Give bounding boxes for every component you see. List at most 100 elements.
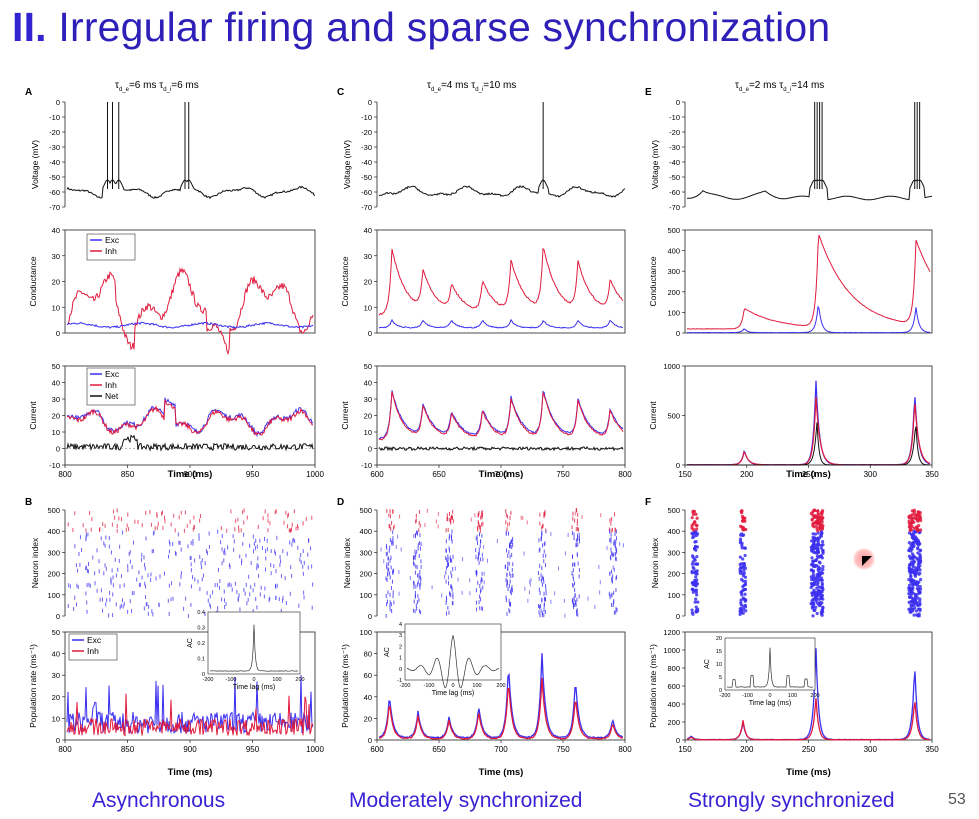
raster-spike bbox=[279, 563, 281, 568]
raster-spike bbox=[444, 574, 446, 579]
raster-spike bbox=[821, 567, 825, 572]
raster-spike bbox=[911, 607, 915, 611]
y-tick-label: 40 bbox=[364, 693, 372, 702]
raster-spike bbox=[554, 591, 556, 596]
y-tick-label: 20 bbox=[364, 714, 372, 723]
raster-spike bbox=[168, 583, 170, 588]
raster-spike bbox=[129, 550, 131, 555]
raster-spike bbox=[388, 567, 390, 572]
raster-spike bbox=[417, 594, 419, 599]
raster-spike bbox=[742, 562, 746, 566]
raster-spike bbox=[265, 567, 267, 572]
raster-spike bbox=[451, 601, 453, 606]
y-tick-label: 300 bbox=[667, 548, 680, 557]
raster-spike bbox=[190, 555, 192, 560]
raster-spike bbox=[576, 551, 578, 556]
raster-spike bbox=[811, 570, 815, 574]
y-tick-label: 0 bbox=[56, 98, 60, 107]
raster-spike bbox=[447, 560, 449, 565]
raster-spike bbox=[418, 528, 420, 533]
x-tick-label: 150 bbox=[678, 470, 692, 479]
raster-spike bbox=[541, 582, 543, 587]
raster-spike bbox=[452, 519, 454, 524]
raster-spike bbox=[912, 613, 916, 617]
raster-spike bbox=[248, 574, 250, 579]
x-tick-label: 600 bbox=[370, 470, 384, 479]
raster-spike bbox=[392, 536, 394, 541]
raster-spike bbox=[477, 556, 479, 561]
y-tick-label: 0 bbox=[56, 445, 60, 454]
inset-y-tick-label: 0.4 bbox=[197, 610, 205, 616]
raster-spike bbox=[508, 607, 510, 612]
raster-spike bbox=[255, 538, 257, 543]
raster-spike bbox=[121, 598, 123, 603]
x-tick-label: 1000 bbox=[306, 470, 324, 479]
raster-spike bbox=[391, 521, 393, 526]
raster-spike bbox=[908, 610, 912, 614]
raster-spike bbox=[204, 611, 206, 616]
raster-spike bbox=[509, 515, 511, 520]
raster-spike bbox=[610, 547, 612, 552]
raster-spike bbox=[146, 602, 148, 607]
raster-spike bbox=[509, 601, 511, 606]
raster-spike bbox=[520, 515, 522, 520]
raster-spike bbox=[242, 510, 244, 515]
raster-spike bbox=[581, 514, 583, 519]
inset-y-tick-label: 3 bbox=[399, 633, 402, 639]
raster-spike bbox=[249, 543, 251, 548]
raster-spike bbox=[252, 588, 254, 593]
raster-spike bbox=[478, 560, 480, 565]
raster-spike bbox=[815, 542, 819, 547]
raster-spike bbox=[692, 557, 697, 561]
raster-spike bbox=[542, 543, 544, 548]
y-tick-label: -40 bbox=[361, 158, 372, 167]
x-tick-label: 950 bbox=[246, 745, 260, 754]
raster-spike bbox=[915, 525, 919, 529]
legend-label: Net bbox=[105, 391, 119, 401]
raster-spike bbox=[85, 537, 87, 542]
raster-spike bbox=[512, 573, 514, 578]
raster-spike bbox=[414, 556, 416, 561]
raster-spike bbox=[450, 533, 452, 538]
raster-spike bbox=[813, 546, 817, 550]
raster-spike bbox=[578, 536, 580, 541]
raster-spike bbox=[576, 608, 578, 613]
raster-spike bbox=[479, 532, 481, 537]
raster-spike bbox=[389, 603, 391, 608]
y-tick-label: -70 bbox=[669, 203, 680, 212]
raster-spike bbox=[564, 613, 566, 618]
raster-spike bbox=[692, 567, 696, 571]
raster-spike bbox=[228, 582, 230, 587]
raster-spike bbox=[578, 568, 580, 573]
raster-spike bbox=[614, 512, 616, 517]
raster-spike bbox=[129, 559, 131, 564]
raster-spike bbox=[233, 547, 235, 552]
raster-spike bbox=[478, 547, 480, 552]
raster-spike bbox=[389, 600, 391, 605]
raster-spike bbox=[508, 521, 510, 526]
raster-spike bbox=[86, 609, 88, 614]
raster-spike bbox=[153, 530, 155, 535]
raster-spike bbox=[199, 554, 201, 559]
raster-spike bbox=[193, 524, 195, 529]
net-current-trace bbox=[687, 422, 931, 466]
raster-spike bbox=[578, 527, 580, 532]
raster-spike bbox=[102, 608, 104, 613]
raster-spike bbox=[691, 512, 696, 517]
autocorrelation-trace bbox=[406, 635, 500, 689]
raster-spike bbox=[118, 516, 120, 521]
raster-spike bbox=[202, 573, 204, 578]
raster-spike bbox=[285, 601, 287, 606]
y-tick-label: 0 bbox=[676, 98, 680, 107]
inset-x-label: Time lag (ms) bbox=[432, 690, 475, 697]
raster-spike bbox=[811, 523, 815, 528]
raster-spike bbox=[451, 558, 453, 563]
raster-spike bbox=[392, 538, 394, 543]
raster-spike bbox=[208, 531, 210, 536]
raster-spike bbox=[220, 526, 222, 531]
slide-title: II. Irregular firing and sparse synchron… bbox=[12, 4, 830, 51]
raster-spike bbox=[529, 582, 531, 587]
raster-spike bbox=[451, 588, 453, 593]
raster-spike bbox=[526, 520, 528, 525]
raster-spike bbox=[152, 531, 154, 536]
